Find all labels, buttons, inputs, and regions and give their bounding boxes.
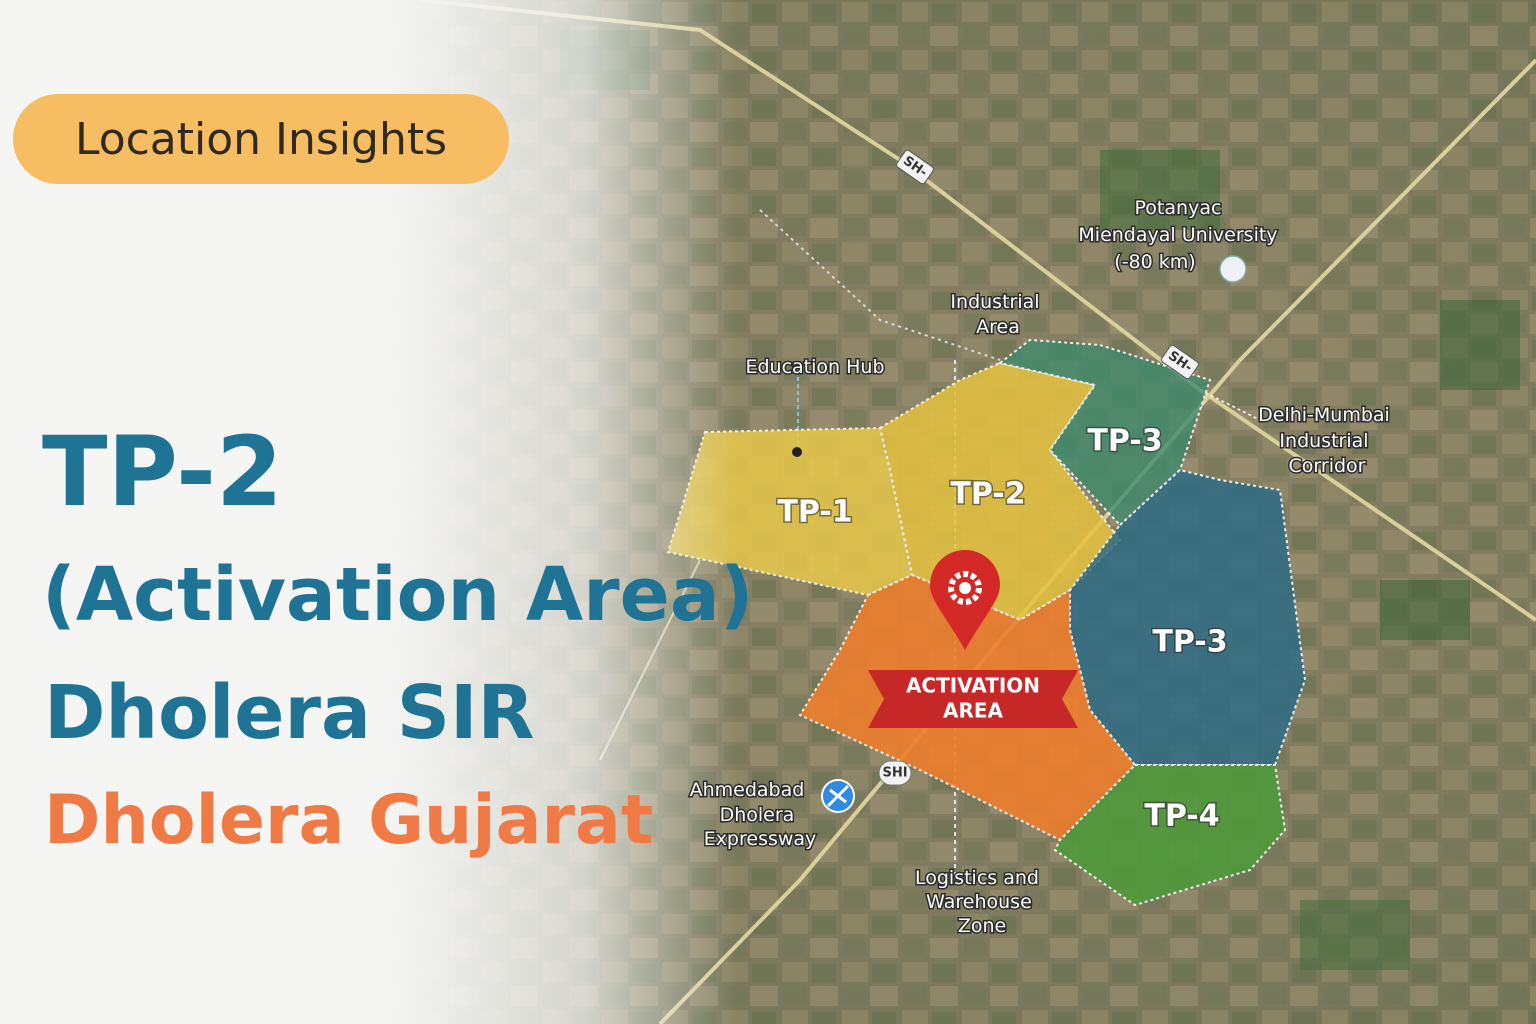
zone-label: TP-1	[777, 495, 852, 530]
place-icon	[1219, 255, 1247, 283]
activation-banner: ACTIVATION AREA	[868, 670, 1078, 728]
zone-label: TP-4	[1144, 799, 1219, 834]
place-label: Delhi-Mumbai Industrial Corridor	[1258, 404, 1396, 477]
place-label: Education Hub	[745, 356, 884, 378]
label-line: Zone	[958, 915, 1006, 937]
road-badge-text: SHI	[882, 766, 907, 781]
place-label: Ahmedabad Dholera Expressway	[690, 779, 817, 850]
label-line: Potanyac	[1135, 197, 1222, 219]
label-line: Industrial	[1279, 430, 1368, 452]
label-line: Education Hub	[745, 356, 884, 378]
hub-dot	[792, 447, 802, 457]
zone-label: TP-3	[1152, 625, 1227, 660]
label-line: Dholera	[720, 804, 795, 826]
road-badge: SHI	[878, 760, 912, 786]
label-line: Logistics and	[915, 867, 1039, 889]
place-label: Logistics and Warehouse Zone	[915, 867, 1045, 937]
label-line: Warehouse	[926, 891, 1032, 913]
location-pin	[930, 550, 1000, 650]
label-line: Delhi-Mumbai	[1258, 404, 1390, 426]
banner-text: AREA	[943, 699, 1004, 723]
label-line: (-80 km)	[1114, 251, 1195, 273]
badge	[13, 94, 509, 184]
label-line: Area	[976, 316, 1020, 338]
label-line: Corridor	[1289, 455, 1366, 477]
title-line: Dholera SIR	[44, 670, 535, 756]
place-label: Potanyac Miendayal University (-80 km)	[1078, 197, 1283, 273]
airport-plane	[826, 784, 850, 808]
zone-label: TP-3	[1087, 424, 1162, 459]
title-line: (Activation Area)	[42, 552, 754, 638]
label-line: Expressway	[704, 828, 817, 850]
zone-label: TP-2	[950, 477, 1025, 512]
title-line: Dholera Gujarat	[44, 781, 653, 860]
banner-text: ACTIVATION	[906, 674, 1040, 698]
label-line: Industrial	[950, 291, 1039, 313]
title-line: TP-2	[42, 416, 283, 528]
label-line: Ahmedabad	[690, 779, 805, 801]
label-line: Miendayal University	[1078, 224, 1277, 246]
place-label: Industrial Area	[950, 291, 1045, 338]
badge-text: Location Insights	[75, 114, 447, 165]
road-badge: SH-	[896, 149, 934, 185]
